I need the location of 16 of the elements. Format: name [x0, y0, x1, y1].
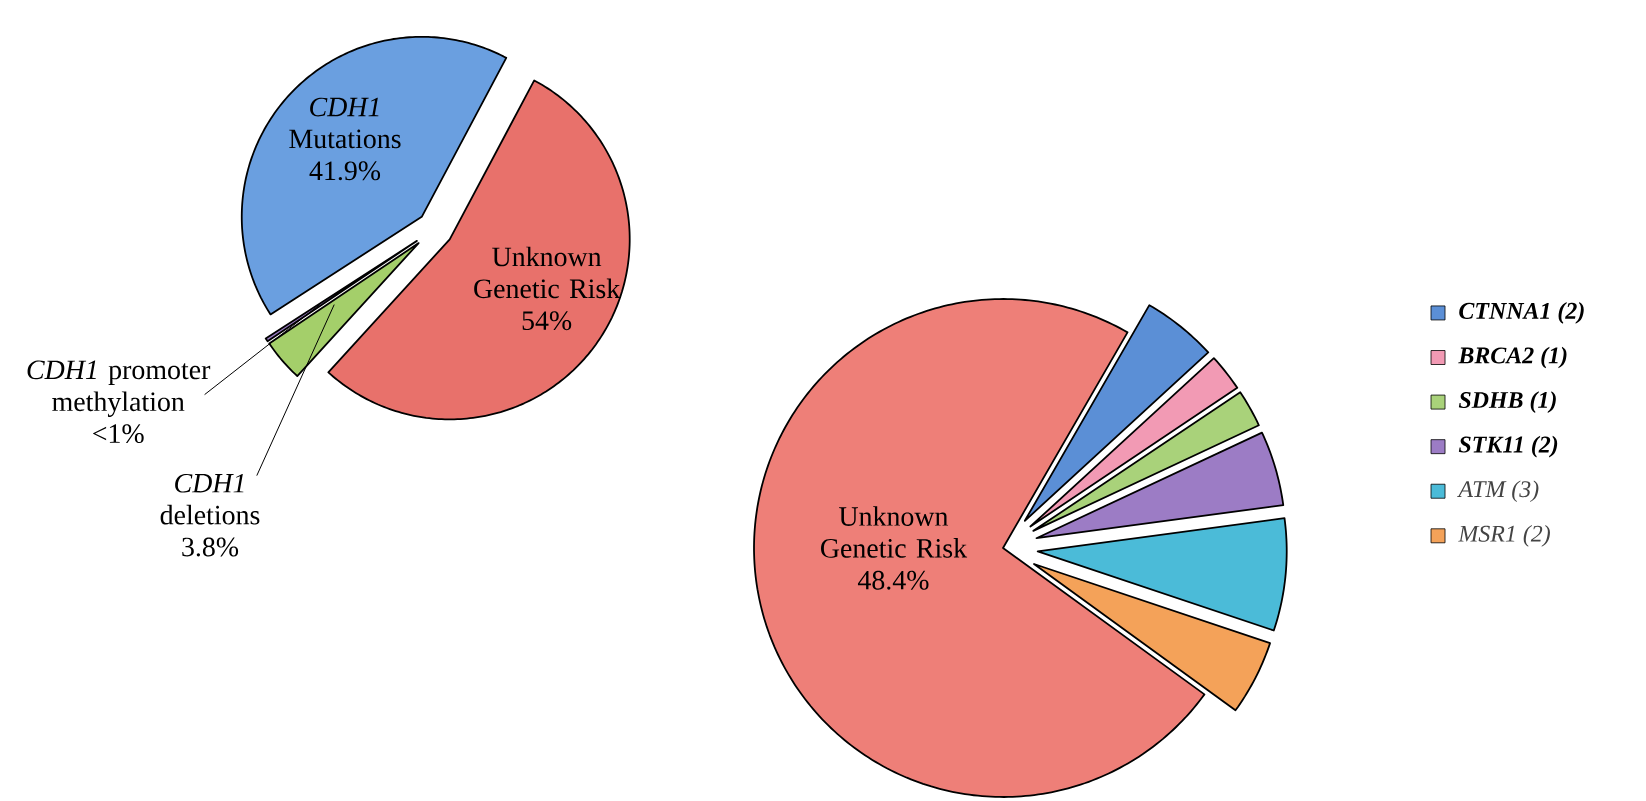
slice-label: Unknown Genetic Risk [474, 246, 621, 299]
legend-label: CTNNA1 (2) [1459, 302, 1584, 324]
slice-label: CDH1 Mutations [289, 97, 401, 149]
legend-label: SDHB (1) [1458, 391, 1556, 413]
slice-label: Unknown Genetic Risk [821, 506, 968, 558]
data-label: <1% [93, 424, 144, 444]
data-label: 41.9% [309, 161, 381, 181]
slice-label: CDH1 deletions [160, 473, 260, 525]
slice-label: CDH1 promoter methylation [27, 360, 211, 417]
data-label: 54% [522, 311, 572, 331]
data-label: 3.8% [182, 537, 239, 557]
legend-label: STK11 (2) [1458, 435, 1558, 458]
legend-label: MSR1 (2) [1458, 524, 1550, 547]
legend-label: BRCA2 (1) [1458, 346, 1567, 369]
legend-label: ATM (3) [1457, 480, 1539, 503]
data-label: 48.4% [857, 570, 929, 590]
